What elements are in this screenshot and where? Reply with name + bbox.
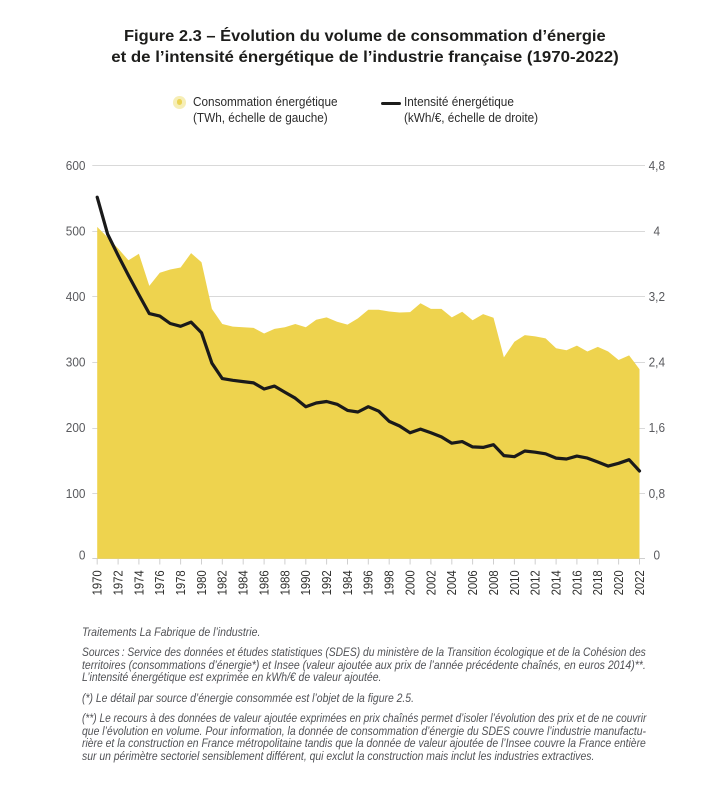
svg-text:2,4: 2,4 <box>649 355 666 370</box>
svg-text:1984: 1984 <box>236 570 251 595</box>
svg-text:200: 200 <box>66 421 86 436</box>
svg-text:600: 600 <box>66 158 86 173</box>
svg-text:1982: 1982 <box>215 570 230 595</box>
svg-text:2016: 2016 <box>570 570 585 595</box>
svg-text:1974: 1974 <box>132 570 147 595</box>
svg-text:0,8: 0,8 <box>649 486 666 501</box>
svg-text:2022: 2022 <box>632 570 647 595</box>
svg-text:1976: 1976 <box>152 570 167 595</box>
svg-text:1988: 1988 <box>278 570 293 595</box>
svg-text:4,8: 4,8 <box>649 158 666 173</box>
svg-text:400: 400 <box>66 289 86 304</box>
svg-text:3,2: 3,2 <box>649 289 666 304</box>
svg-text:1978: 1978 <box>173 570 188 595</box>
svg-text:300: 300 <box>66 355 86 370</box>
svg-text:0: 0 <box>79 548 86 563</box>
svg-text:2014: 2014 <box>549 570 564 595</box>
svg-text:1996: 1996 <box>361 570 376 595</box>
svg-text:2012: 2012 <box>528 570 543 595</box>
svg-text:2010: 2010 <box>507 570 522 595</box>
svg-text:2002: 2002 <box>424 570 439 595</box>
svg-text:1972: 1972 <box>111 570 126 595</box>
svg-text:0: 0 <box>654 548 661 563</box>
svg-text:2006: 2006 <box>465 570 480 595</box>
svg-text:2020: 2020 <box>611 570 626 595</box>
svg-text:4: 4 <box>654 224 661 239</box>
svg-text:1990: 1990 <box>298 570 313 595</box>
svg-text:2000: 2000 <box>403 570 418 595</box>
svg-text:1986: 1986 <box>257 570 272 595</box>
svg-text:1992: 1992 <box>319 570 334 595</box>
svg-text:1970: 1970 <box>90 570 105 595</box>
svg-text:1984: 1984 <box>340 570 355 595</box>
svg-text:2008: 2008 <box>486 570 501 595</box>
svg-text:1980: 1980 <box>194 570 209 595</box>
svg-text:1,6: 1,6 <box>649 421 666 436</box>
svg-text:100: 100 <box>66 486 86 501</box>
svg-text:2004: 2004 <box>444 570 459 595</box>
svg-text:2018: 2018 <box>590 570 605 595</box>
svg-text:1998: 1998 <box>382 570 397 595</box>
svg-text:500: 500 <box>66 224 86 239</box>
